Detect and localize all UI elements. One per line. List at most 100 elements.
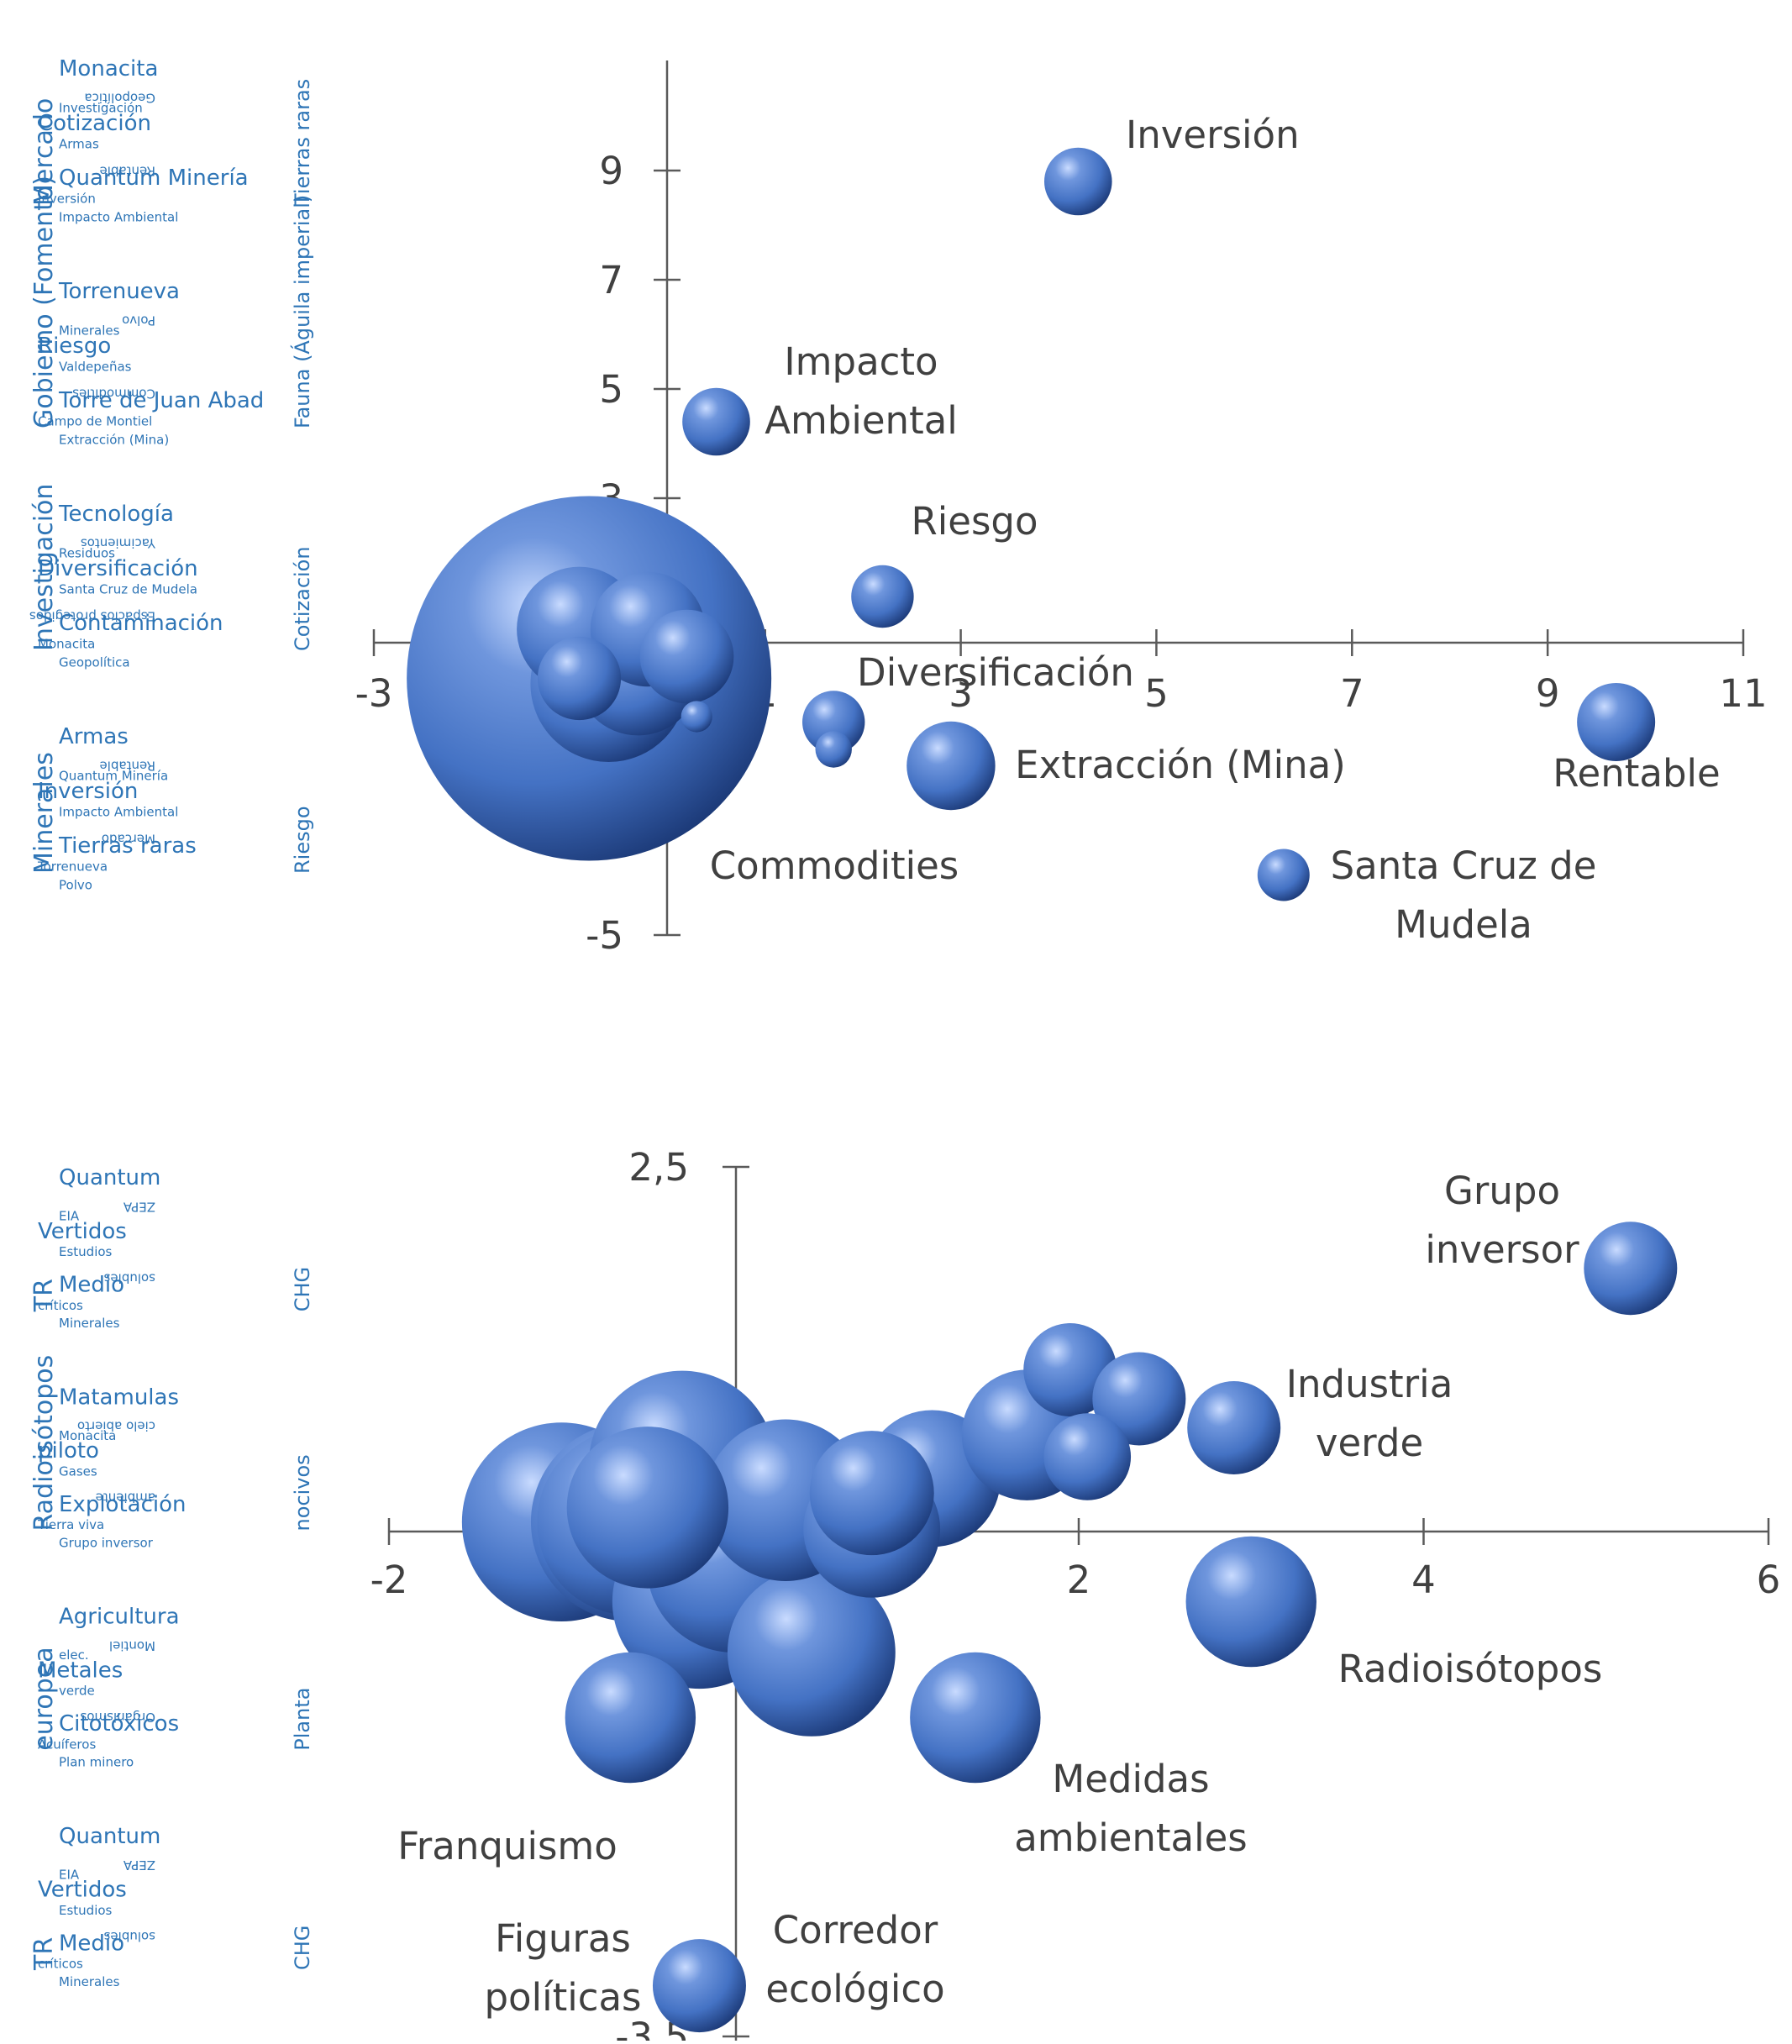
cloud-word: Torre de Juan Abad [58,388,264,413]
bubble-unlabeled-11 [809,1431,934,1556]
chart2-bubbles [461,1222,1678,2033]
cloud-word: Torrenueva [37,859,108,875]
cloud-word-vertical: Riesgo [291,806,314,874]
cloud-word-vertical: CHG [291,1926,314,1970]
label-impacto-line2: Ambiental [765,398,958,443]
cloud-word: Gases [59,1463,97,1479]
cloud-word: Quantum [59,1165,160,1190]
cloud-word: ambiente [96,1490,155,1505]
cloud-word: Monacita [38,637,95,652]
bubble-radioisotopos [1185,1536,1316,1668]
x-tick-label: -2 [370,1558,408,1602]
cloud-word: Mercado [102,831,155,846]
cloud-word: Rentable [100,163,155,178]
cloud-word: ZEPA [123,1857,155,1873]
cloud-word: Grupo inversor [59,1535,154,1550]
cloud-word: Impacto Ambiental [59,805,178,820]
cloud-word: Torrenueva [58,279,180,304]
y-tick-label: 7 [599,258,623,302]
cloud-word: Armas [59,137,99,152]
cloud-word: solubles [103,1929,155,1944]
cloud-word: Estudios [59,1244,113,1259]
cloud-word: Campo de Montiel [38,414,152,429]
word-cloud-stop-bottom: QuantumZEPAEIAVertidosEstudiossolublesMe… [29,1165,314,1989]
cloud-letter-t-1: Torrenueva PolvoMineralesRiesgoValdepeñas… [29,176,314,447]
cloud-word: Acuíferos [38,1737,96,1752]
label-corredor-line1: Corredor [773,1908,938,1952]
cloud-letter-s-0: Monacita GeopolíticaInvestigaciónCotizaci… [29,56,314,224]
label-impacto-line1: Impacto [784,339,938,384]
cloud-word: Yacimientos [81,536,156,551]
cloud-word: Inversión [38,192,96,207]
cloud-word: Vertidos [38,1878,127,1903]
cloud-word: verde [59,1684,95,1699]
cloud-word: Medio [59,1273,124,1298]
bubble-unlabeled-14 [681,701,712,733]
cloud-word: Monacita [59,56,158,81]
cloud-word: críticos [38,1957,83,1972]
bubble-medidas-ambientales [910,1652,1041,1784]
bubble-commodities [815,731,852,768]
label-riesgo: Riesgo [912,499,1038,544]
label-radioisotopos: Radioisótopos [1338,1647,1603,1691]
label-medidas-line2: ambientales [1014,1815,1248,1860]
bubble-grupo-inversor [1584,1222,1678,1316]
cloud-word: Minerales [59,323,120,338]
bubble-riesgo [851,565,914,628]
cloud-word: ZEPA [123,1199,155,1214]
cloud-word: Quantum Minería [59,768,168,783]
cloud-word: Explotación [59,1492,186,1517]
label-industria-line1: Industria [1286,1362,1453,1406]
cloud-word: Diversificación [38,556,198,581]
x-tick-label: 5 [1144,671,1169,716]
bubble-extraccion-mina [907,721,996,811]
label-inversion: Inversión [1126,113,1300,157]
cloud-word-vertical: Fauna (Águila imperial) [290,195,314,428]
chart1-bubbles [407,147,1656,901]
cloud-word-vertical: europea [29,1647,59,1750]
cloud-word: Impacto Ambiental [59,209,178,224]
cloud-word-vertical: Cotización [291,546,314,651]
x-tick-label: 9 [1536,671,1560,716]
cloud-letter-t-1: Matamulas cielo abiertoMonacitapilotoGase… [29,1355,314,1551]
cloud-word-vertical: Tierras raras [291,79,314,207]
label-santacruz-line1: Santa Cruz de [1331,843,1597,888]
cloud-word: Contaminación [59,611,223,636]
label-corredor-line2: ecológico [765,1967,944,2011]
cloud-word: Medio [59,1931,124,1956]
y-tick-label: 5 [599,367,623,412]
cloud-word-vertical: Radioisótopos [29,1355,59,1532]
cloud-word: Quantum Minería [59,166,249,191]
bubble-inversion [1043,147,1112,216]
cloud-word-vertical: TR [29,1279,59,1312]
bubble-unlabeled-7 [1092,1352,1186,1446]
cloud-word: Espacios protegidos [29,608,155,623]
cloud-word: Geopolítica [84,91,155,106]
cloud-word: Minerales [59,1316,120,1331]
label-commodities: Commodities [710,843,959,888]
x-tick-label: 3 [949,671,973,716]
cloud-word: Plan minero [59,1755,134,1770]
cloud-word-vertical: Mercado [29,98,59,206]
word-cloud-stop-top: MonacitaGeopolíticaInvestigaciónCotizaci… [29,56,314,892]
bubble-figuras-politicas-corredor-ecologico [652,1939,746,2033]
y-tick-label: 2,5 [628,1145,689,1190]
cloud-word: Extracción (Mina) [59,432,169,447]
cloud-word: Polvo [59,877,92,892]
cloud-word: Organismos [80,1710,155,1725]
bubble-unlabeled-8 [1043,1413,1132,1500]
x-tick-label: -3 [355,671,393,716]
x-tick-label: 6 [1757,1558,1781,1602]
bubble-diversificacion [802,691,865,754]
label-industria-line2: verde [1316,1421,1423,1465]
cloud-word: Cotización [38,111,151,136]
cloud-word: Citotóxicos [59,1711,179,1737]
cloud-word: Estudios [59,1903,113,1918]
cloud-word: Geopolítica [59,654,130,670]
cloud-word: Commodities [72,386,155,401]
label-grupo-line1: Grupo [1444,1169,1560,1213]
